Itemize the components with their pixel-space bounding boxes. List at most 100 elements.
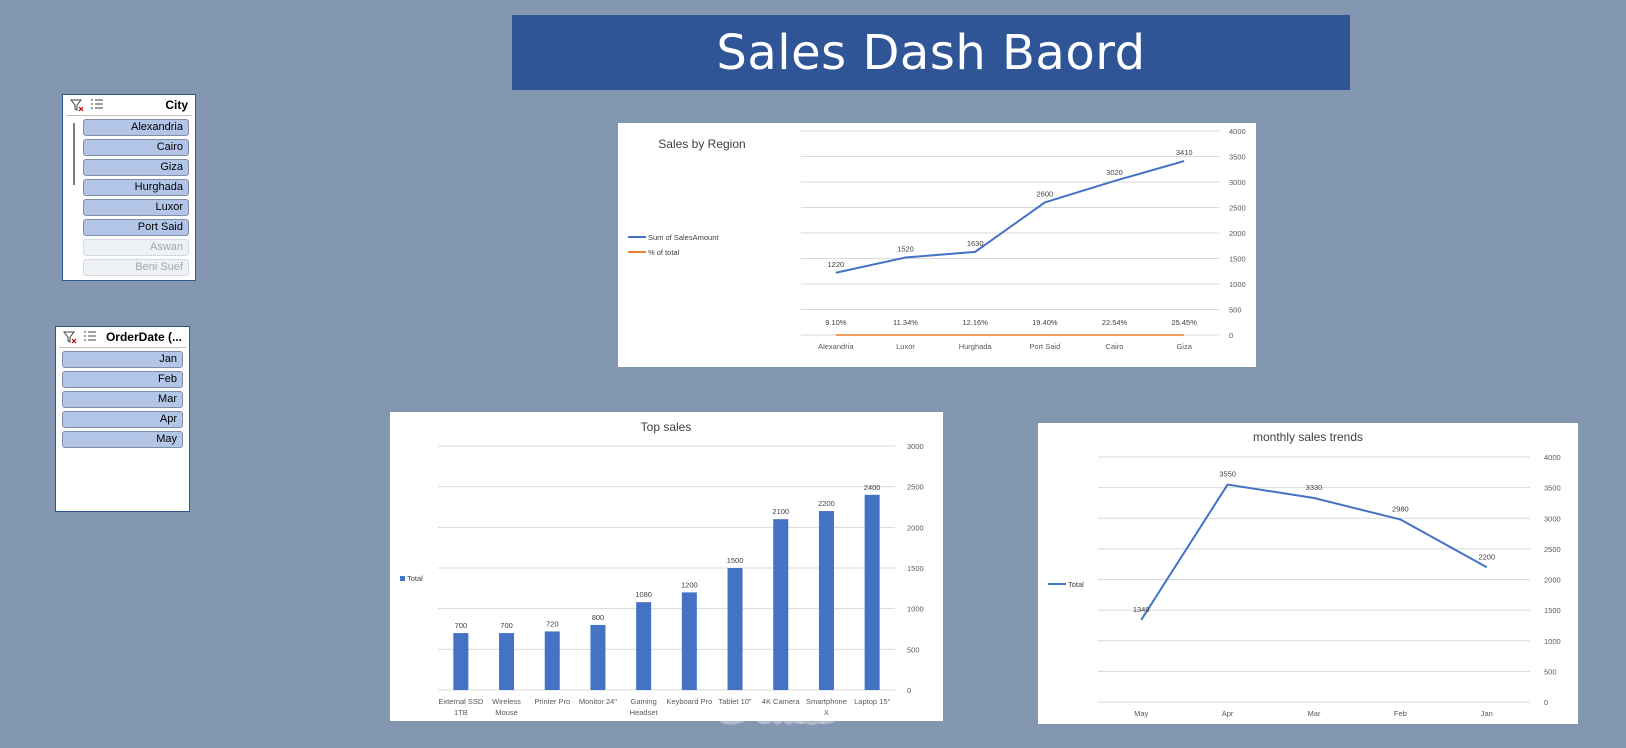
y-tick-label: 500 [1544, 667, 1557, 676]
data-label: 3020 [1106, 168, 1123, 177]
data-label: 720 [546, 619, 559, 628]
data-label: 22.54% [1102, 318, 1128, 327]
x-tick-label: Laptop 15" [854, 697, 890, 706]
data-label: 3550 [1219, 470, 1236, 479]
data-label: 9.10% [825, 318, 847, 327]
x-tick-label: Printer Pro [534, 697, 570, 706]
slicer-item-may[interactable]: May [62, 431, 183, 448]
data-label: 2200 [1478, 552, 1495, 561]
series-line-sales [835, 160, 1185, 274]
data-label: 25.45% [1171, 318, 1197, 327]
data-label: 2200 [818, 499, 835, 508]
orderdate-slicer[interactable]: OrderDate (... Jan Feb Mar Apr May [55, 326, 190, 512]
slicer-item-jan[interactable]: Jan [62, 351, 183, 368]
top-sales-chart[interactable]: Top sales 0 500 1000 1500 2000 2500 3000 700 700 7… [390, 412, 943, 721]
dashboard-title: Sales Dash Baord [716, 24, 1146, 81]
x-tick-label: Wireless [492, 697, 521, 706]
slicer-item-luxor[interactable]: Luxor [83, 199, 189, 216]
city-slicer[interactable]: City Alexandria Cairo Giza Hurghada Luxor Por… [62, 94, 196, 281]
x-tick-label: Mouse [495, 708, 518, 717]
slicer-scrollbar[interactable] [73, 123, 75, 185]
orderdate-slicer-header: OrderDate (... [59, 327, 186, 348]
data-label: 1340 [1133, 605, 1150, 614]
monthly-sales-trends-chart[interactable]: monthly sales trends 0 500 1000 1500 2000 2500… [1038, 423, 1578, 724]
multi-select-icon[interactable] [69, 98, 84, 112]
y-tick-label: 1500 [1229, 255, 1246, 264]
y-tick-label: 3500 [1544, 484, 1561, 493]
slicer-item-giza[interactable]: Giza [83, 159, 189, 176]
slicer-item-alexandria[interactable]: Alexandria [83, 119, 189, 136]
y-tick-label: 500 [907, 645, 920, 654]
bar [818, 511, 834, 690]
data-label: 19.40% [1032, 318, 1058, 327]
y-tick-label: 2500 [907, 483, 924, 492]
x-tick-label: 1TB [454, 708, 468, 717]
data-label: 700 [455, 621, 468, 630]
data-label: 2400 [864, 483, 881, 492]
y-tick-label: 1000 [907, 605, 924, 614]
slicer-item-apr[interactable]: Apr [62, 411, 183, 428]
y-tick-label: 2000 [1544, 576, 1561, 585]
x-tick-label: Headset [630, 708, 659, 717]
slicer-item-hurghada[interactable]: Hurghada [83, 179, 189, 196]
x-tick-label: Monitor 24" [579, 697, 617, 706]
data-label: 3410 [1176, 148, 1193, 157]
y-tick-label: 2500 [1544, 545, 1561, 554]
slicer-item-port-said[interactable]: Port Said [83, 219, 189, 236]
multi-select-icon[interactable] [62, 330, 77, 344]
bar [773, 519, 789, 690]
data-label: 800 [592, 613, 605, 622]
slicer-item-feb[interactable]: Feb [62, 371, 183, 388]
x-tick-label: Smartphone [806, 697, 847, 706]
y-tick-label: 1000 [1229, 280, 1246, 289]
y-tick-label: 4000 [1229, 127, 1246, 136]
orderdate-slicer-items: Jan Feb Mar Apr May [56, 351, 189, 448]
slicer-item-beni-suef[interactable]: Beni Suef [83, 259, 189, 276]
city-slicer-header: City [66, 95, 192, 116]
bar [727, 568, 743, 690]
chart-title: Top sales [641, 420, 692, 434]
sales-by-region-chart[interactable]: Sales by Region 0 500 1000 1500 2000 2500 3000 3… [618, 123, 1256, 367]
y-tick-label: 500 [1229, 306, 1242, 315]
x-tick-label: Gaming [631, 697, 657, 706]
city-slicer-items: Alexandria Cairo Giza Hurghada Luxor Port Sai… [63, 119, 195, 276]
y-tick-label: 0 [907, 686, 911, 695]
monthly-sales-trends-svg: monthly sales trends 0 500 1000 1500 2000 2500… [1048, 430, 1561, 718]
y-tick-label: 0 [1229, 331, 1233, 340]
bar [544, 631, 560, 690]
series-line-total [1140, 483, 1488, 621]
slicer-item-cairo[interactable]: Cairo [83, 139, 189, 156]
data-label: 1500 [727, 556, 744, 565]
x-tick-label: Feb [1394, 709, 1407, 718]
x-tick-label: 4K Camera [762, 697, 801, 706]
chart-title: Sales by Region [658, 137, 745, 151]
x-tick-label: Keyboard Pro [666, 697, 712, 706]
legend-label: Total [407, 574, 423, 583]
slicer-item-mar[interactable]: Mar [62, 391, 183, 408]
data-label: 3330 [1306, 483, 1323, 492]
orderdate-slicer-title: OrderDate (... [105, 330, 182, 344]
legend-label: Sum of SalesAmount [648, 233, 719, 242]
bar [864, 494, 880, 690]
dashboard-title-banner: Sales Dash Baord [512, 15, 1350, 90]
y-tick-label: 3000 [1544, 514, 1561, 523]
clear-filter-icon[interactable] [90, 98, 104, 112]
bar [499, 633, 515, 690]
data-label: 1200 [681, 580, 698, 589]
bar [590, 624, 606, 690]
legend-label: % of total [648, 248, 680, 257]
x-tick-label: External SSD [438, 697, 484, 706]
x-tick-label: Port Said [1029, 342, 1060, 351]
clear-filter-icon[interactable] [83, 330, 97, 344]
y-tick-label: 1500 [1544, 606, 1561, 615]
x-tick-label: Luxor [896, 342, 915, 351]
city-slicer-title: City [165, 98, 188, 112]
bar [681, 592, 697, 690]
data-label: 1220 [827, 260, 844, 269]
slicer-item-aswan[interactable]: Aswan [83, 239, 189, 256]
data-label: 2980 [1392, 504, 1409, 513]
x-tick-label: Hurghada [959, 342, 993, 351]
data-label: 1630 [967, 239, 984, 248]
bar [453, 633, 469, 690]
y-tick-label: 2000 [1229, 229, 1246, 238]
